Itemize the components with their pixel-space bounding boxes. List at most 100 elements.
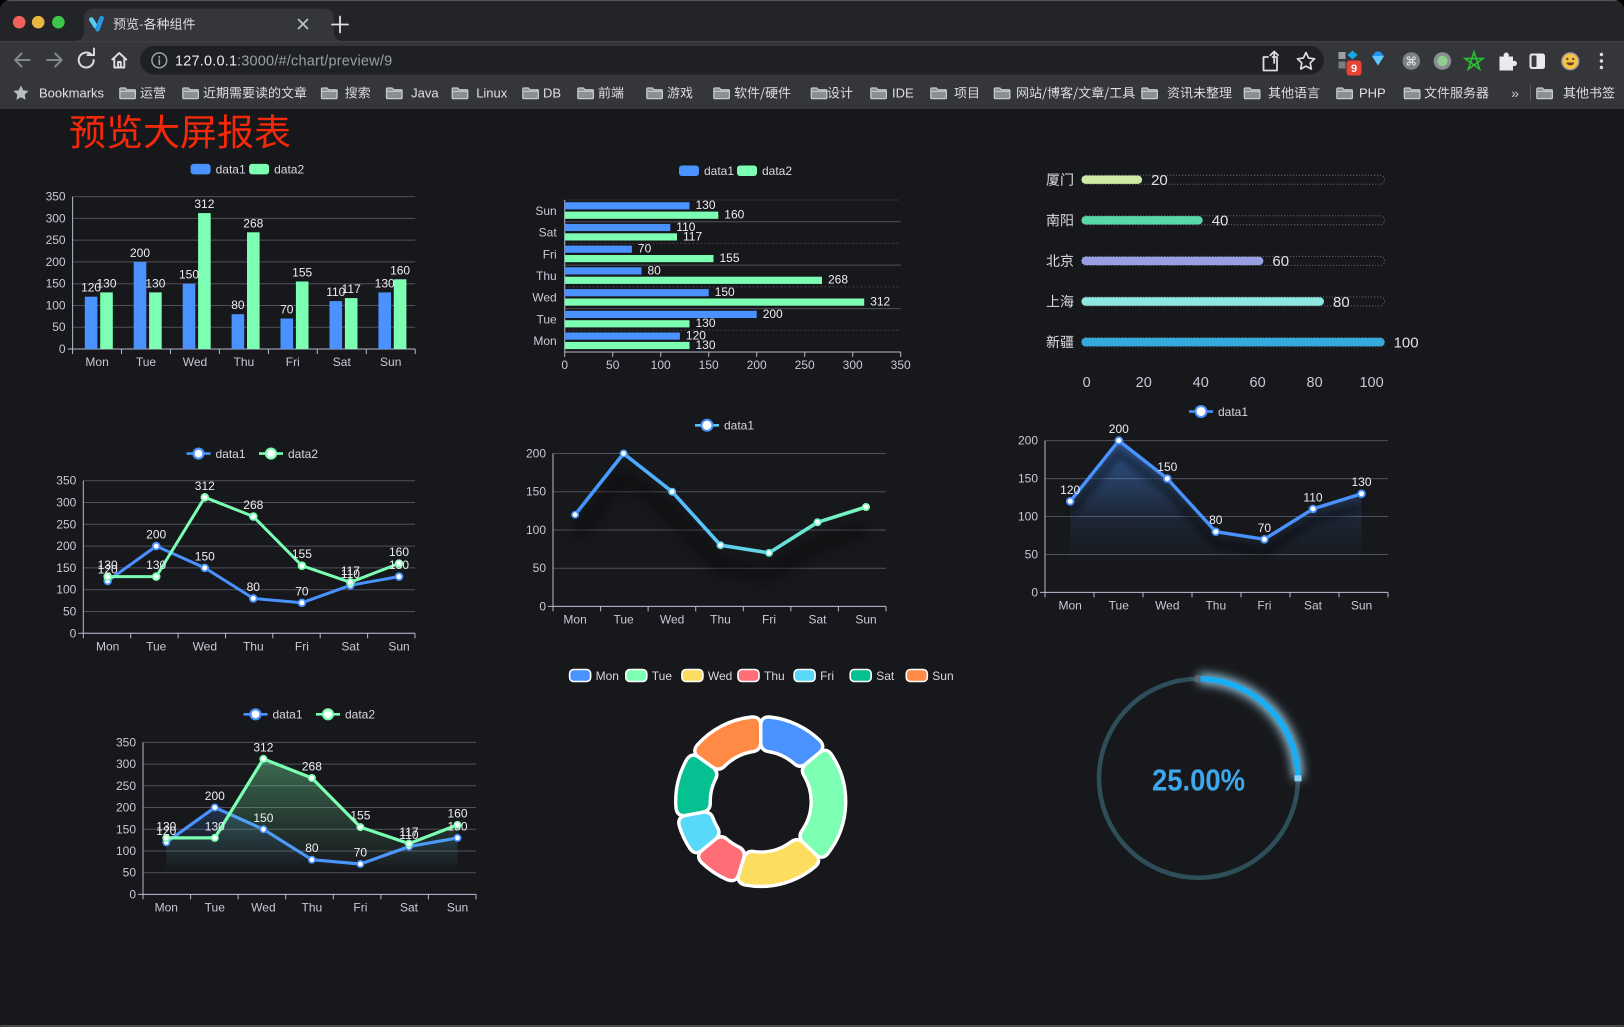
svg-text:Thu: Thu <box>302 900 323 914</box>
svg-text:130: 130 <box>156 819 176 833</box>
svg-text:127.0.0.1: 127.0.0.1 <box>175 53 237 69</box>
svg-text:50: 50 <box>533 561 547 575</box>
svg-text:300: 300 <box>116 757 136 771</box>
svg-text:100: 100 <box>1359 375 1383 391</box>
svg-text:130: 130 <box>696 316 716 330</box>
svg-text:Sat: Sat <box>808 612 827 626</box>
svg-text:117: 117 <box>342 282 361 296</box>
svg-text:data2: data2 <box>288 447 318 461</box>
svg-text:Thu: Thu <box>234 355 255 369</box>
svg-text:0: 0 <box>70 626 77 640</box>
svg-text:Mon: Mon <box>533 334 556 348</box>
svg-text:130: 130 <box>205 819 225 833</box>
svg-text:160: 160 <box>390 263 410 277</box>
svg-text:Fri: Fri <box>1257 598 1271 612</box>
svg-text:»: » <box>1511 85 1519 101</box>
svg-text:Tue: Tue <box>652 669 673 683</box>
svg-text:268: 268 <box>828 273 848 287</box>
svg-text:70: 70 <box>354 846 368 860</box>
svg-text:Tue: Tue <box>136 355 157 369</box>
svg-text:Tue: Tue <box>146 639 167 653</box>
svg-text::3000/#/chart/preview/9: :3000/#/chart/preview/9 <box>237 53 392 69</box>
svg-text:150: 150 <box>715 285 735 299</box>
svg-text:100: 100 <box>46 299 66 313</box>
svg-text:IDE: IDE <box>892 86 914 101</box>
svg-text:Tue: Tue <box>205 900 226 914</box>
svg-text:155: 155 <box>350 809 370 823</box>
svg-text:120: 120 <box>686 329 706 343</box>
svg-text:data1: data1 <box>216 162 246 176</box>
svg-text:Wed: Wed <box>183 355 207 369</box>
svg-text:Sat: Sat <box>539 226 558 240</box>
svg-text:0: 0 <box>129 887 136 901</box>
svg-text:20: 20 <box>1151 172 1168 189</box>
svg-text:Sun: Sun <box>932 669 953 683</box>
svg-text:Wed: Wed <box>1155 598 1179 612</box>
svg-text:350: 350 <box>116 735 136 749</box>
svg-text:150: 150 <box>116 822 136 836</box>
svg-text:data2: data2 <box>762 164 792 178</box>
svg-text:110: 110 <box>399 828 418 842</box>
svg-text:Sun: Sun <box>855 612 876 626</box>
svg-text:Tue: Tue <box>613 612 634 626</box>
svg-text:150: 150 <box>526 485 546 499</box>
svg-text:200: 200 <box>205 789 225 803</box>
svg-text:200: 200 <box>1018 434 1038 448</box>
svg-text:Bookmarks: Bookmarks <box>39 86 105 101</box>
svg-text:200: 200 <box>1109 422 1129 436</box>
svg-text:110: 110 <box>326 285 345 299</box>
svg-text:250: 250 <box>56 517 76 531</box>
svg-text:268: 268 <box>243 216 263 230</box>
svg-text:100: 100 <box>56 583 76 597</box>
svg-text:DB: DB <box>543 86 561 101</box>
svg-text:150: 150 <box>1157 460 1177 474</box>
svg-text:Sun: Sun <box>388 639 409 653</box>
svg-text:300: 300 <box>56 496 76 510</box>
svg-text:Linux: Linux <box>476 86 508 101</box>
svg-text:data1: data1 <box>704 164 734 178</box>
svg-text:data1: data1 <box>1218 405 1248 419</box>
svg-text:Wed: Wed <box>660 612 684 626</box>
svg-text:150: 150 <box>46 277 66 291</box>
svg-text:80: 80 <box>1307 375 1323 391</box>
svg-text:155: 155 <box>292 266 312 280</box>
svg-text:Tue: Tue <box>536 312 557 326</box>
svg-text:Tue: Tue <box>1109 598 1130 612</box>
svg-text:312: 312 <box>253 740 273 754</box>
svg-text:⌘: ⌘ <box>1405 55 1417 69</box>
svg-text:Mon: Mon <box>563 612 586 626</box>
svg-text:Sat: Sat <box>333 355 352 369</box>
svg-text:Thu: Thu <box>243 639 264 653</box>
svg-text:200: 200 <box>46 255 66 269</box>
svg-text:300: 300 <box>843 358 863 372</box>
svg-text:150: 150 <box>56 561 76 575</box>
svg-text:130: 130 <box>447 819 467 833</box>
svg-text:Mon: Mon <box>155 900 178 914</box>
svg-text:40: 40 <box>1212 213 1229 230</box>
svg-text:200: 200 <box>130 246 150 260</box>
svg-text:300: 300 <box>46 211 66 225</box>
svg-text:Wed: Wed <box>532 291 556 305</box>
svg-text:Mon: Mon <box>96 639 119 653</box>
svg-text:70: 70 <box>1258 521 1272 535</box>
svg-text:80: 80 <box>1209 513 1223 527</box>
svg-text:data2: data2 <box>345 708 375 722</box>
svg-text:200: 200 <box>526 447 546 461</box>
svg-text:250: 250 <box>116 779 136 793</box>
svg-text:50: 50 <box>52 320 66 334</box>
svg-text:Fri: Fri <box>353 900 367 914</box>
svg-text:Mon: Mon <box>596 669 619 683</box>
svg-text:110: 110 <box>676 220 695 234</box>
svg-text:Thu: Thu <box>764 669 785 683</box>
svg-text:130: 130 <box>696 198 716 212</box>
svg-text:100: 100 <box>116 844 136 858</box>
svg-text:312: 312 <box>195 479 215 493</box>
svg-text:Fri: Fri <box>295 639 309 653</box>
svg-text:130: 130 <box>145 276 165 290</box>
svg-text:Wed: Wed <box>251 900 275 914</box>
svg-text:100: 100 <box>651 358 671 372</box>
svg-text:155: 155 <box>292 547 312 561</box>
svg-text:120: 120 <box>156 824 176 838</box>
svg-text:Java: Java <box>411 86 439 101</box>
svg-text:20: 20 <box>1136 375 1152 391</box>
